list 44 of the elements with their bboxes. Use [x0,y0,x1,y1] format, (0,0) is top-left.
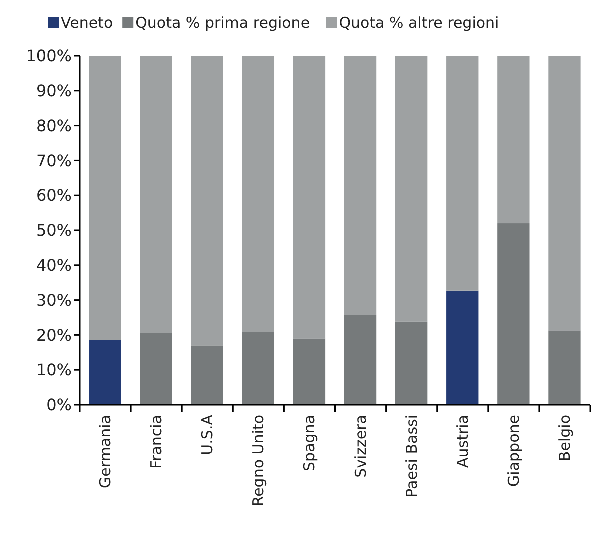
x-tick-label: Belgio [556,415,574,462]
y-tick-label: 60% [36,186,72,206]
bar [395,56,428,322]
bar [140,333,172,405]
x-tick-label: Austria [454,415,472,468]
legend-label: Quota % prima regione [136,14,310,32]
legend-label: Veneto [61,14,114,32]
x-tick-label: U.S.A [198,414,217,456]
y-tick-label: 90% [36,82,72,100]
x-tick-label: Spagna [300,415,319,472]
bar [242,56,275,332]
bar [89,56,122,340]
x-tick-label: Francia [148,415,166,470]
bar [548,56,581,331]
bar [140,56,172,334]
x-tick-label: Regno Unito [250,415,268,507]
bar [242,332,275,405]
legend-label: Quota % altre regioni [339,14,500,32]
bar [446,290,479,405]
y-tick-label: 70% [36,151,72,170]
bar [191,56,224,346]
y-tick-label: 0% [46,396,72,415]
bar [498,56,530,224]
bar [446,56,479,291]
bar [89,340,122,405]
y-tick-label: 20% [36,326,72,345]
y-tick-label: 50% [36,221,72,240]
y-tick-label: 30% [36,290,72,310]
y-tick-label: 40% [36,256,72,275]
x-tick-label: Giappone [504,415,523,487]
bar [395,322,428,405]
bar [344,56,377,316]
x-tick-label: Paesi Bassi [402,415,421,498]
y-tick-label: 100% [26,46,72,66]
y-tick-label: 80% [36,116,72,136]
bar [344,315,377,405]
x-tick-label: Germania [96,415,115,488]
bar [498,224,530,405]
bar [548,330,581,405]
bar [191,346,224,405]
y-tick-label: 10% [36,360,72,380]
bar [293,56,326,339]
x-tick-label: Svizzera [352,415,370,478]
bar [293,338,326,405]
